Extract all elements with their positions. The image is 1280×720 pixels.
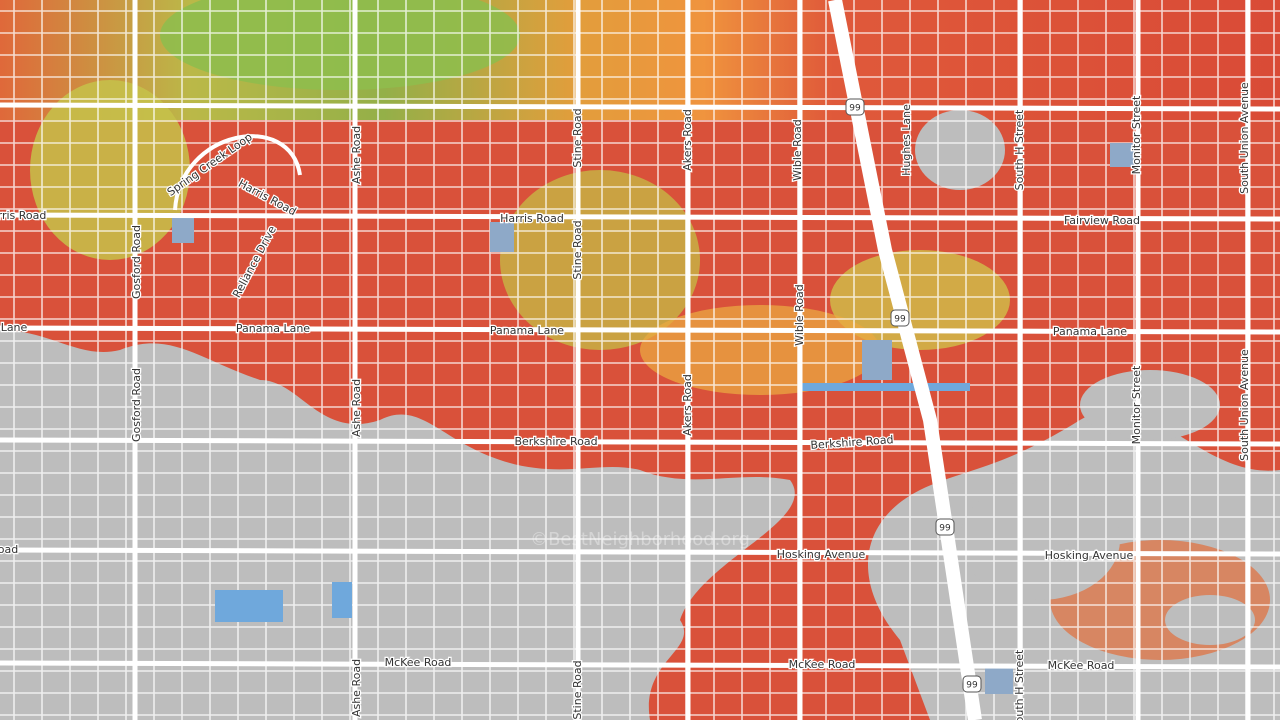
street-label: Panama Lane [1053,325,1127,338]
street-label: South H Street [1013,109,1026,190]
basin [490,222,514,252]
water [332,582,352,618]
street-label: South H Street [1013,649,1026,720]
arterial-road [0,547,1280,557]
highway-shield [935,518,955,536]
street-label: Gosford Road [130,225,143,299]
highway [828,0,982,720]
highway-shield [845,98,865,116]
street-label: Monitor Street [1130,365,1143,444]
street-label: South Union Avenue [1238,349,1251,461]
street-label: McKee Road [385,656,452,669]
highway-shield [962,675,982,693]
arterial-road [0,102,1280,112]
highway-shield [890,309,910,327]
loop-road [173,134,302,211]
street-label: Ashe Road [350,379,363,437]
street-label: Ashe Road [350,126,363,184]
street-label: South Union Avenue [1238,82,1251,194]
arterial-road [0,437,1280,447]
arterial-road [0,325,1280,335]
highway-shield-label: 99 [894,315,906,325]
street-label: Gosford Road [130,368,143,442]
street-label: Stine Road [571,220,584,279]
street-label: Akers Road [681,374,694,436]
street-label: Hughes Lane [900,104,913,176]
street-label: Fairview Road [1064,214,1140,227]
street-label: Harris Road [500,212,564,225]
street-label: Panama Lane [490,324,564,337]
street-label: Monitor Street [1130,95,1143,174]
street-label: oad [0,543,18,556]
street-label: Wible Road [791,119,804,181]
street-label: rris Road [0,209,46,222]
street-label: McKee Road [789,658,856,671]
street-label: Hosking Avenue [1045,549,1134,562]
arterial-road [0,212,1280,222]
street-label: McKee Road [1048,659,1115,672]
street-label: Panama Lane [236,322,310,335]
water [800,383,970,391]
arterial-road [0,660,1280,670]
basin [985,666,1013,694]
watermark: ©BestNeighborhood.org [530,529,750,550]
street-label: Wible Road [793,284,806,346]
basin [172,215,194,243]
street-label: Stine Road [571,660,584,719]
water [215,590,283,622]
street-label: Ashe Road [350,659,363,717]
highway-shield-label: 99 [849,104,861,114]
highway-shield-label: 99 [966,681,978,691]
street-label: Hosking Avenue [777,548,866,561]
highway-shield-label: 99 [939,524,951,534]
street-label: Lane [1,321,28,334]
basin [862,340,892,380]
street-label: Akers Road [681,109,694,171]
basin [1110,143,1134,167]
street-label: Stine Road [571,108,584,167]
street-label: Berkshire Road [514,435,597,448]
